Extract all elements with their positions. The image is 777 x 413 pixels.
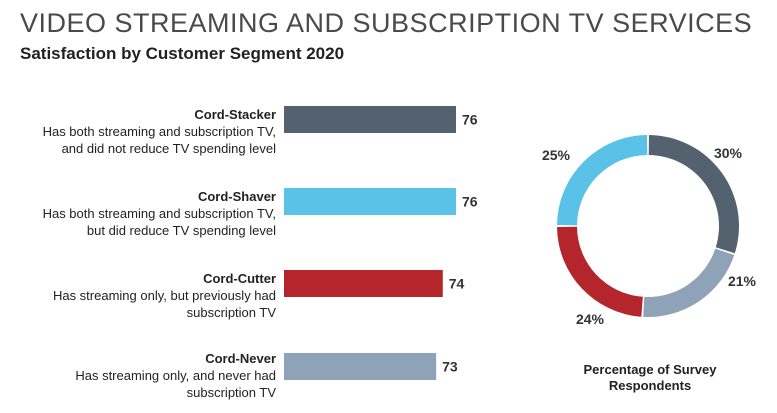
bar-cord-cutter <box>284 270 443 297</box>
bar-value-label: 76 <box>462 194 478 210</box>
donut-slice-cord-never <box>643 248 735 317</box>
segment-label-cord-stacker: Cord-Stacker Has both streaming and subs… <box>0 106 276 157</box>
donut-caption-line: Percentage of Survey <box>583 362 717 377</box>
segment-description: subscription TV <box>186 305 276 320</box>
segment-name: Cord-Shaver <box>197 189 276 204</box>
segment-name: Cord-Stacker <box>194 107 276 122</box>
donut-percent-label: 21% <box>728 273 757 289</box>
segment-description: Has both streaming and subscription TV, <box>42 124 276 139</box>
donut-percent-label: 24% <box>576 311 605 327</box>
donut-caption-line: Respondents <box>608 378 692 393</box>
bar-value-label: 74 <box>449 276 465 292</box>
bar-value-label: 73 <box>442 359 458 375</box>
bar-value-label: 76 <box>462 112 478 128</box>
donut-slice-cord-stacker <box>648 135 739 254</box>
segment-description: Has streaming only, and never had <box>75 368 276 383</box>
segment-description: and did not reduce TV spending level <box>61 141 276 156</box>
bar-cord-never <box>284 353 437 380</box>
segment-name: Cord-Never <box>205 351 276 366</box>
segment-label-cord-never: Cord-Never Has streaming only, and never… <box>0 350 276 401</box>
bar-cord-stacker <box>284 106 456 133</box>
donut-slice-cord-shaver <box>557 135 648 226</box>
donut-caption: Percentage of Survey Respondents <box>566 362 734 394</box>
segment-description: Has streaming only, but previously had <box>52 288 276 303</box>
donut-slice-cord-cutter <box>557 226 643 317</box>
chart-title: VIDEO STREAMING AND SUBSCRIPTION TV SERV… <box>20 8 753 38</box>
segment-label-cord-cutter: Cord-Cutter Has streaming only, but prev… <box>0 270 276 321</box>
chart-subtitle: Satisfaction by Customer Segment 2020 <box>20 44 345 63</box>
bar-cord-shaver <box>284 188 456 215</box>
donut-percent-label: 30% <box>714 145 743 161</box>
segment-label-cord-shaver: Cord-Shaver Has both streaming and subsc… <box>0 188 276 239</box>
segment-description: but did reduce TV spending level <box>86 223 276 238</box>
segment-description: subscription TV <box>186 385 276 400</box>
segment-description: Has both streaming and subscription TV, <box>42 206 276 221</box>
donut-percent-label: 25% <box>542 147 571 163</box>
segment-name: Cord-Cutter <box>203 271 276 286</box>
